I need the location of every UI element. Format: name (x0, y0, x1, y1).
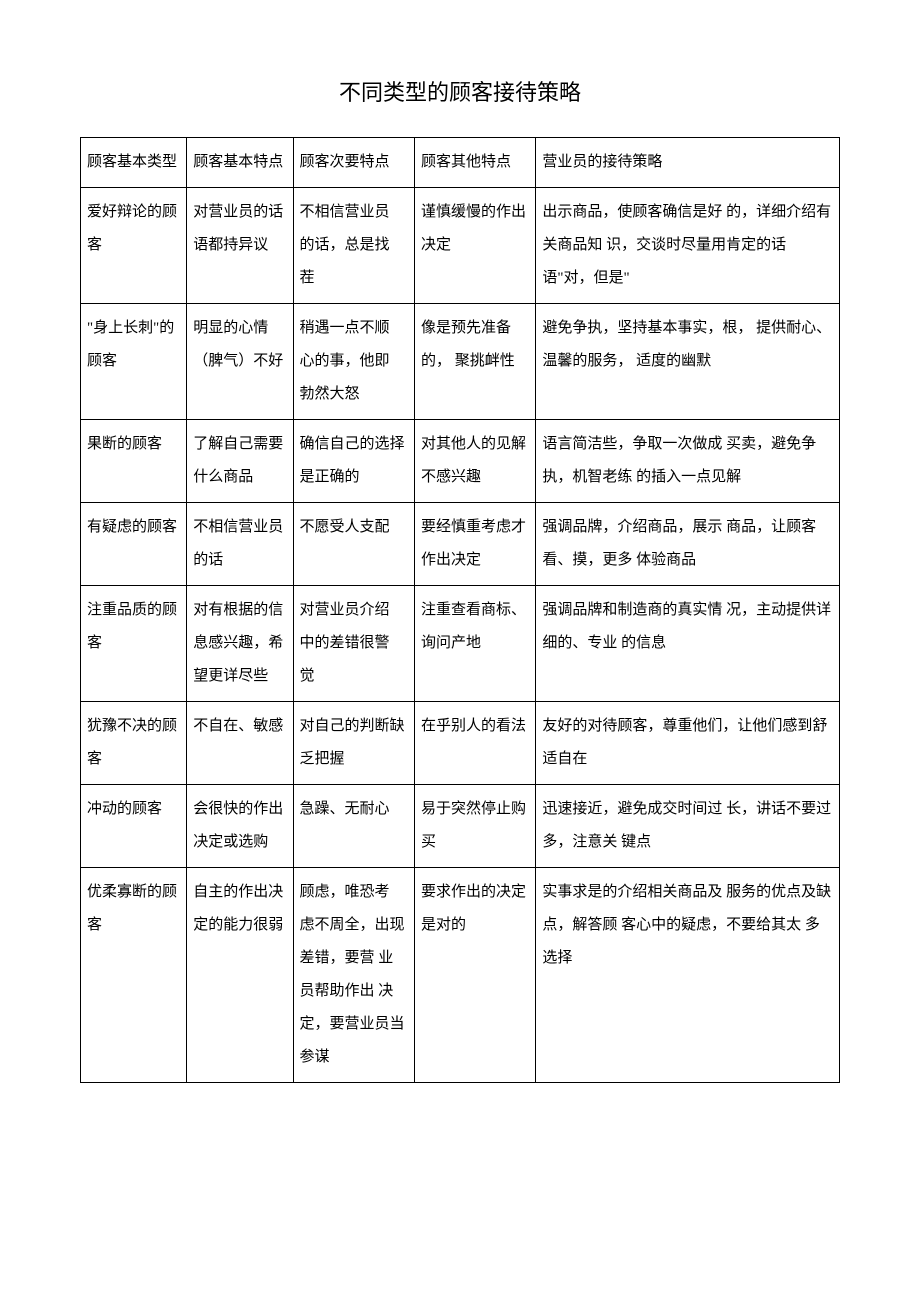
table-row: 果断的顾客 了解自己需要什么商品 确信自己的选择是正确的 对其他人的见解不感兴趣… (81, 419, 840, 502)
cell-strategy: 迅速接近，避免成交时间过 长，讲话不要过多，注意关 键点 (536, 784, 840, 867)
table-row: 有疑虑的顾客 不相信营业员的话 不愿受人支配 要经慎重考虑才作出决定 强调品牌，… (81, 502, 840, 585)
cell-strategy: 出示商品，使顾客确信是好 的，详细介绍有关商品知 识，交谈时尽量用肯定的话 语"… (536, 187, 840, 303)
cell-other: 要求作出的决定是对的 (414, 867, 535, 1082)
header-other: 顾客其他特点 (414, 137, 535, 187)
cell-strategy: 强调品牌和制造商的真实情 况，主动提供详细的、专业 的信息 (536, 585, 840, 701)
cell-basic: 会很快的作出决定或选购 (187, 784, 293, 867)
table-row: 冲动的顾客 会很快的作出决定或选购 急躁、无耐心 易于突然停止购买 迅速接近，避… (81, 784, 840, 867)
table-row: 爱好辩论的顾客 对营业员的话语都持异议 不相信营业员 的话，总是找 茬 谨慎缓慢… (81, 187, 840, 303)
customer-strategy-table: 顾客基本类型 顾客基本特点 顾客次要特点 顾客其他特点 营业员的接待策略 爱好辩… (80, 137, 840, 1083)
header-strategy: 营业员的接待策略 (536, 137, 840, 187)
cell-secondary: 顾虑，唯恐考 虑不周全，出现差错，要营 业员帮助作出 决定，要营业员当参谋 (293, 867, 414, 1082)
cell-type: 爱好辩论的顾客 (81, 187, 187, 303)
cell-basic: 自主的作出决定的能力很弱 (187, 867, 293, 1082)
table-row: "身上长刺"的顾客 明显的心情（脾气）不好 稍遇一点不顺 心的事，他即 勃然大怒… (81, 303, 840, 419)
cell-type: 冲动的顾客 (81, 784, 187, 867)
cell-strategy: 语言简洁些，争取一次做成 买卖，避免争执，机智老练 的插入一点见解 (536, 419, 840, 502)
cell-type: 犹豫不决的顾客 (81, 701, 187, 784)
cell-strategy: 友好的对待顾客，尊重他们，让他们感到舒适自在 (536, 701, 840, 784)
table-header-row: 顾客基本类型 顾客基本特点 顾客次要特点 顾客其他特点 营业员的接待策略 (81, 137, 840, 187)
cell-secondary: 对营业员介绍 中的差错很警 觉 (293, 585, 414, 701)
cell-type: 有疑虑的顾客 (81, 502, 187, 585)
cell-type: 果断的顾客 (81, 419, 187, 502)
cell-secondary: 确信自己的选择是正确的 (293, 419, 414, 502)
cell-basic: 对有根据的信息感兴趣，希 望更详尽些 (187, 585, 293, 701)
cell-other: 要经慎重考虑才作出决定 (414, 502, 535, 585)
page-title: 不同类型的顾客接待策略 (80, 75, 840, 107)
cell-secondary: 不愿受人支配 (293, 502, 414, 585)
cell-basic: 了解自己需要什么商品 (187, 419, 293, 502)
cell-secondary: 急躁、无耐心 (293, 784, 414, 867)
cell-strategy: 强调品牌，介绍商品，展示 商品，让顾客看、摸，更多 体验商品 (536, 502, 840, 585)
cell-basic: 明显的心情（脾气）不好 (187, 303, 293, 419)
cell-type: "身上长刺"的顾客 (81, 303, 187, 419)
cell-basic: 对营业员的话语都持异议 (187, 187, 293, 303)
table-row: 注重品质的顾客 对有根据的信息感兴趣，希 望更详尽些 对营业员介绍 中的差错很警… (81, 585, 840, 701)
table-row: 优柔寡断的顾客 自主的作出决定的能力很弱 顾虑，唯恐考 虑不周全，出现差错，要营… (81, 867, 840, 1082)
header-type: 顾客基本类型 (81, 137, 187, 187)
cell-secondary: 不相信营业员 的话，总是找 茬 (293, 187, 414, 303)
header-secondary: 顾客次要特点 (293, 137, 414, 187)
cell-other: 注重查看商标、询问产地 (414, 585, 535, 701)
cell-type: 注重品质的顾客 (81, 585, 187, 701)
cell-other: 像是预先准备的， 聚挑衅性 (414, 303, 535, 419)
cell-other: 在乎别人的看法 (414, 701, 535, 784)
cell-other: 易于突然停止购买 (414, 784, 535, 867)
header-basic: 顾客基本特点 (187, 137, 293, 187)
cell-other: 对其他人的见解不感兴趣 (414, 419, 535, 502)
cell-type: 优柔寡断的顾客 (81, 867, 187, 1082)
cell-basic: 不相信营业员的话 (187, 502, 293, 585)
cell-secondary: 稍遇一点不顺 心的事，他即 勃然大怒 (293, 303, 414, 419)
cell-strategy: 实事求是的介绍相关商品及 服务的优点及缺点，解答顾 客心中的疑虑，不要给其太 多… (536, 867, 840, 1082)
cell-strategy: 避免争执，坚持基本事实，根， 提供耐心、温馨的服务， 适度的幽默 (536, 303, 840, 419)
cell-secondary: 对自己的判断缺乏把握 (293, 701, 414, 784)
cell-other: 谨慎缓慢的作出决定 (414, 187, 535, 303)
table-row: 犹豫不决的顾客 不自在、敏感 对自己的判断缺乏把握 在乎别人的看法 友好的对待顾… (81, 701, 840, 784)
cell-basic: 不自在、敏感 (187, 701, 293, 784)
